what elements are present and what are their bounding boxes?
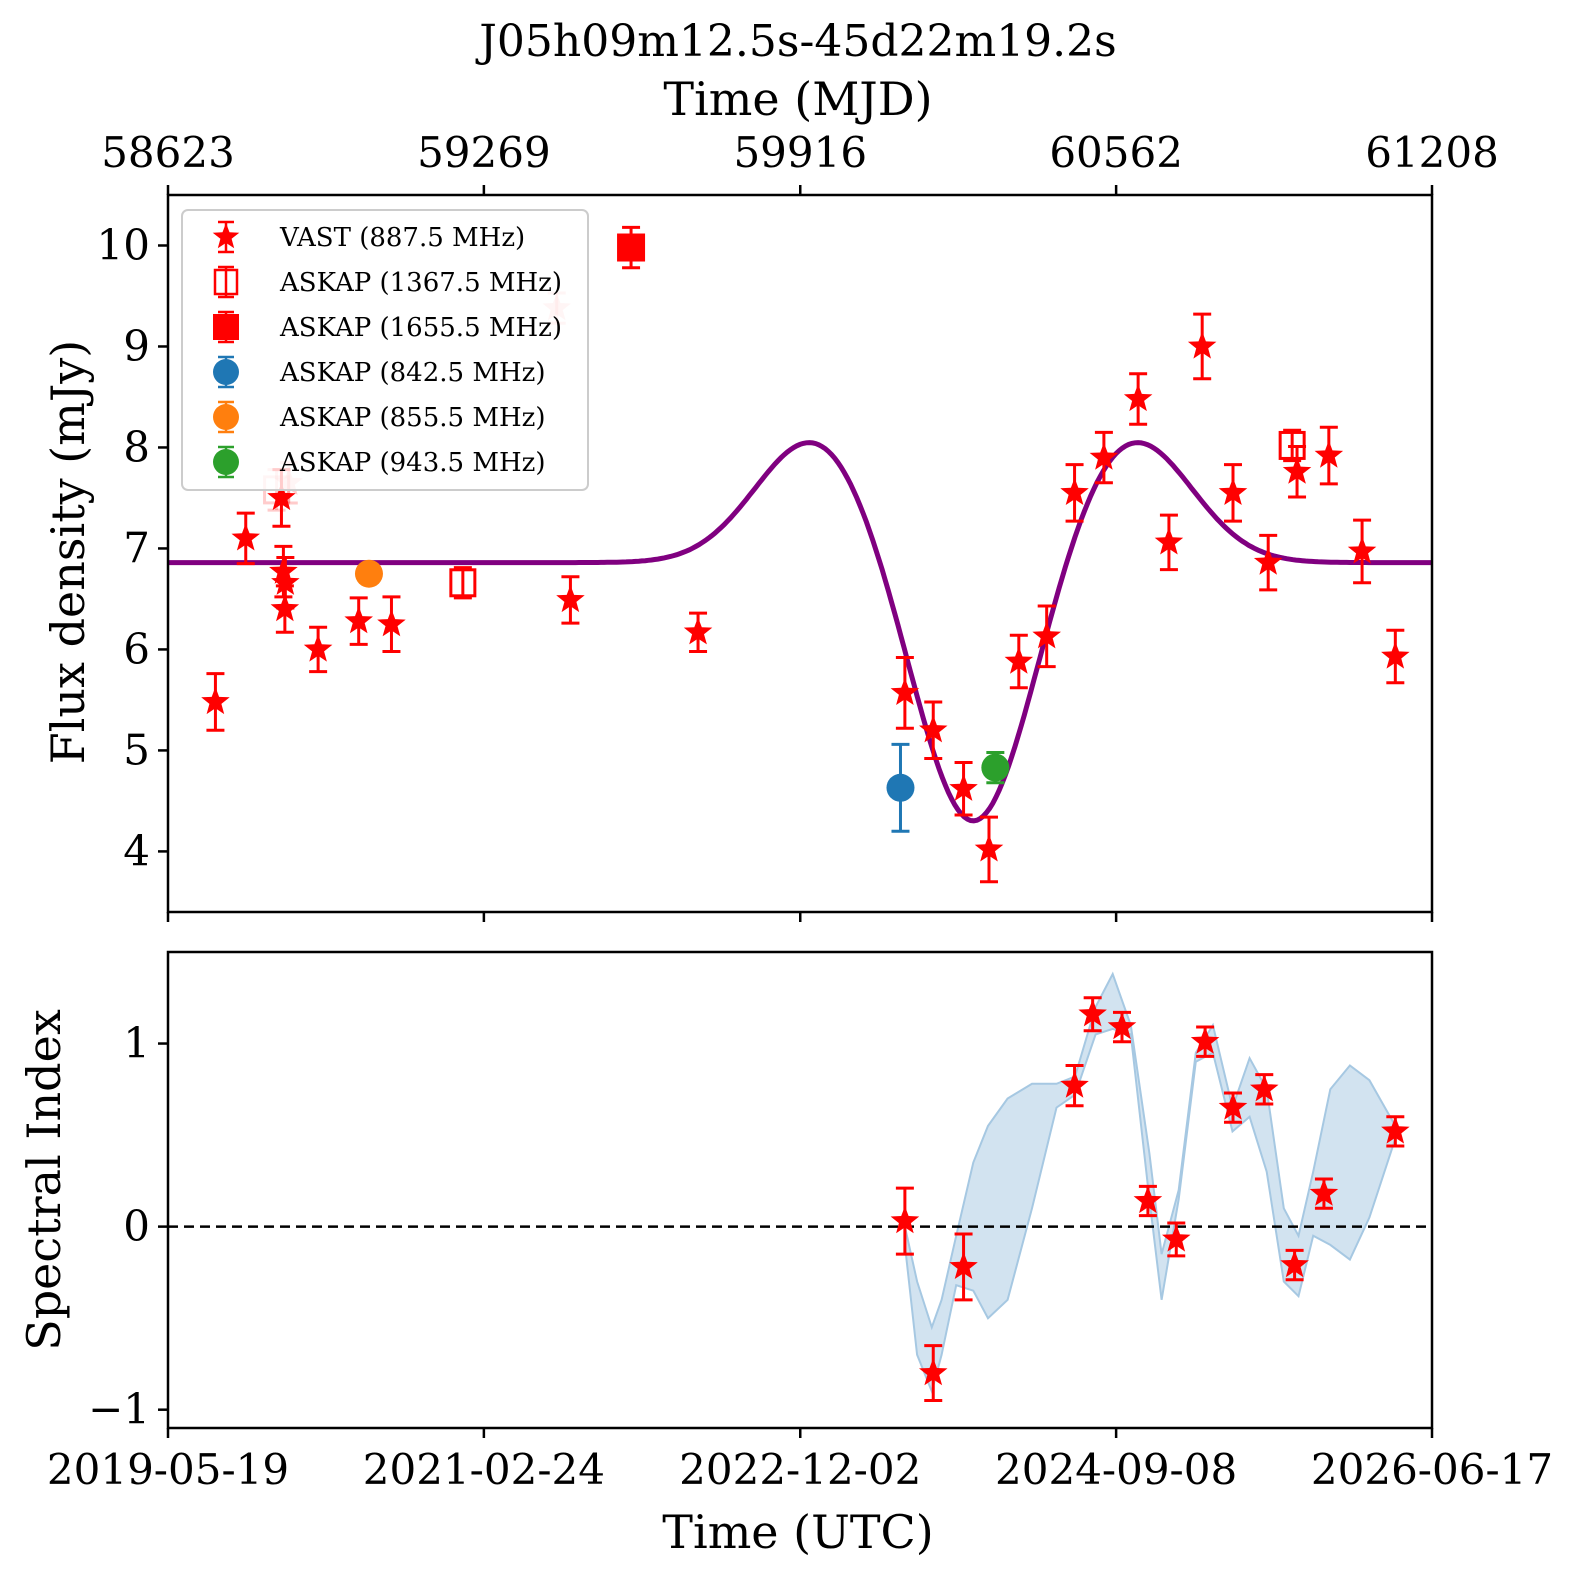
bottom-x-axis-label: Time (UTC): [662, 1505, 933, 1559]
top-series-0-point-3: [269, 556, 298, 584]
top-series-0-point-26: [1347, 536, 1377, 564]
mjd-tick-label-0: 58623: [101, 128, 235, 177]
bottom-point-1: [919, 1358, 948, 1386]
top-series-1-point-0: [449, 568, 477, 598]
top-axis-label: Time (MJD): [663, 72, 932, 126]
mjd-tick-label-4: 61208: [1365, 128, 1499, 177]
bottom-point-2: [949, 1251, 978, 1279]
top-ytick-label-1: 5: [123, 725, 150, 774]
bottom-xtick-label-4: 2026-06-17: [1311, 1445, 1553, 1494]
bottom-point-8: [1190, 1026, 1220, 1054]
bottom-y-axis-label: Spectral Index: [17, 1009, 71, 1351]
top-series-0-point-23: [1253, 547, 1283, 575]
top-series-0-point-17: [1060, 477, 1089, 505]
legend-marker-4: [213, 404, 239, 430]
bottom-xtick-label-2: 2022-12-02: [679, 1445, 921, 1494]
top-series-0-point-27: [1381, 641, 1410, 669]
mjd-tick-label-1: 59269: [417, 128, 551, 177]
top-series-0-point-19: [1123, 384, 1153, 412]
legend-label-0: VAST (887.5 MHz): [279, 223, 525, 253]
bottom-xtick-label-0: 2019-05-19: [47, 1445, 289, 1494]
top-series-0-point-7: [344, 606, 373, 634]
bottom-xtick-label-1: 2021-02-24: [363, 1445, 605, 1494]
top-ytick-label-6: 10: [97, 220, 150, 269]
top-series-0-point-24: [1282, 456, 1312, 484]
legend-marker-3: [213, 359, 239, 385]
bottom-point-10: [1250, 1074, 1279, 1102]
chart-title: J05h09m12.5s-45d22m19.2s: [475, 16, 1117, 67]
top-series-0-point-5: [270, 594, 300, 622]
top-series-0-point-13: [949, 773, 978, 801]
mjd-tick-label-2: 59916: [733, 128, 867, 177]
bottom-panel-frame: [166, 950, 1434, 1430]
bottom-point-6: [1133, 1186, 1163, 1214]
top-series-0-point-21: [1187, 331, 1217, 359]
top-series-0-point-10: [683, 617, 713, 645]
bottom-point-5: [1107, 1012, 1137, 1040]
legend-label-2: ASKAP (1655.5 MHz): [279, 313, 562, 343]
bottom-point-7: [1162, 1224, 1191, 1252]
bottom-point-11: [1280, 1250, 1309, 1278]
top-series-2-point-0: [617, 233, 646, 262]
top-series-0-point-22: [1218, 477, 1248, 505]
top-series-0-point-20: [1154, 527, 1184, 555]
top-series-0-point-1: [231, 523, 260, 551]
top-ytick-label-0: 4: [123, 826, 150, 875]
top-series-0-point-12: [919, 715, 948, 743]
top-series-0-point-16: [1032, 621, 1061, 649]
top-ytick-label-4: 8: [123, 422, 150, 471]
bottom-point-13: [1381, 1116, 1410, 1144]
legend-label-5: ASKAP (943.5 MHz): [279, 448, 545, 478]
bottom-point-3: [1060, 1070, 1089, 1098]
top-series-0-point-8: [377, 609, 406, 637]
bottom-ytick-label-0: −1: [88, 1385, 150, 1434]
bottom-xtick-label-3: 2024-09-08: [995, 1445, 1237, 1494]
legend-label-4: ASKAP (855.5 MHz): [279, 403, 545, 433]
legend-marker-2: [213, 314, 239, 340]
mjd-tick-label-3: 60562: [1049, 128, 1183, 177]
bottom-point-9: [1218, 1092, 1248, 1120]
bottom-ytick-label-1: 0: [123, 1202, 150, 1251]
top-series-5-point-0: [981, 753, 1010, 782]
model-curve: [168, 440, 1432, 824]
top-series-0-point-0: [201, 686, 230, 715]
top-series-0-point-18: [1089, 442, 1119, 470]
top-series-0-point-6: [303, 634, 333, 662]
top-y-axis-label: Flux density (mJy): [41, 340, 95, 764]
top-series-0-point-2: [267, 483, 296, 511]
top-series-0-point-9: [556, 585, 585, 613]
top-series-4-point-0: [354, 559, 383, 588]
top-series-0-point-11: [890, 677, 920, 705]
bottom-point-4: [1078, 999, 1107, 1027]
bottom-ytick-label-2: 1: [123, 1019, 150, 1068]
legend-box: [181, 209, 589, 491]
top-series-0-point-15: [1004, 646, 1034, 674]
legend-marker-0: [212, 223, 240, 249]
top-series-0-point-25: [1314, 440, 1344, 468]
top-series-0-point-4: [271, 567, 300, 595]
legend-marker-1: [213, 268, 239, 296]
top-series-1-point-1: [1278, 430, 1306, 460]
legend-label-3: ASKAP (842.5 MHz): [279, 358, 545, 388]
top-ytick-label-2: 6: [123, 624, 150, 673]
top-ytick-label-3: 7: [123, 523, 150, 572]
top-series-3-point-0: [886, 773, 915, 802]
bottom-point-0: [890, 1206, 920, 1234]
legend-marker-5: [213, 449, 239, 475]
bottom-point-12: [1309, 1178, 1339, 1206]
top-ytick-label-5: 9: [123, 321, 150, 370]
legend-label-1: ASKAP (1367.5 MHz): [279, 268, 562, 298]
top-series-0-point-14: [974, 834, 1004, 862]
spectral-index-band: [903, 971, 1397, 1395]
